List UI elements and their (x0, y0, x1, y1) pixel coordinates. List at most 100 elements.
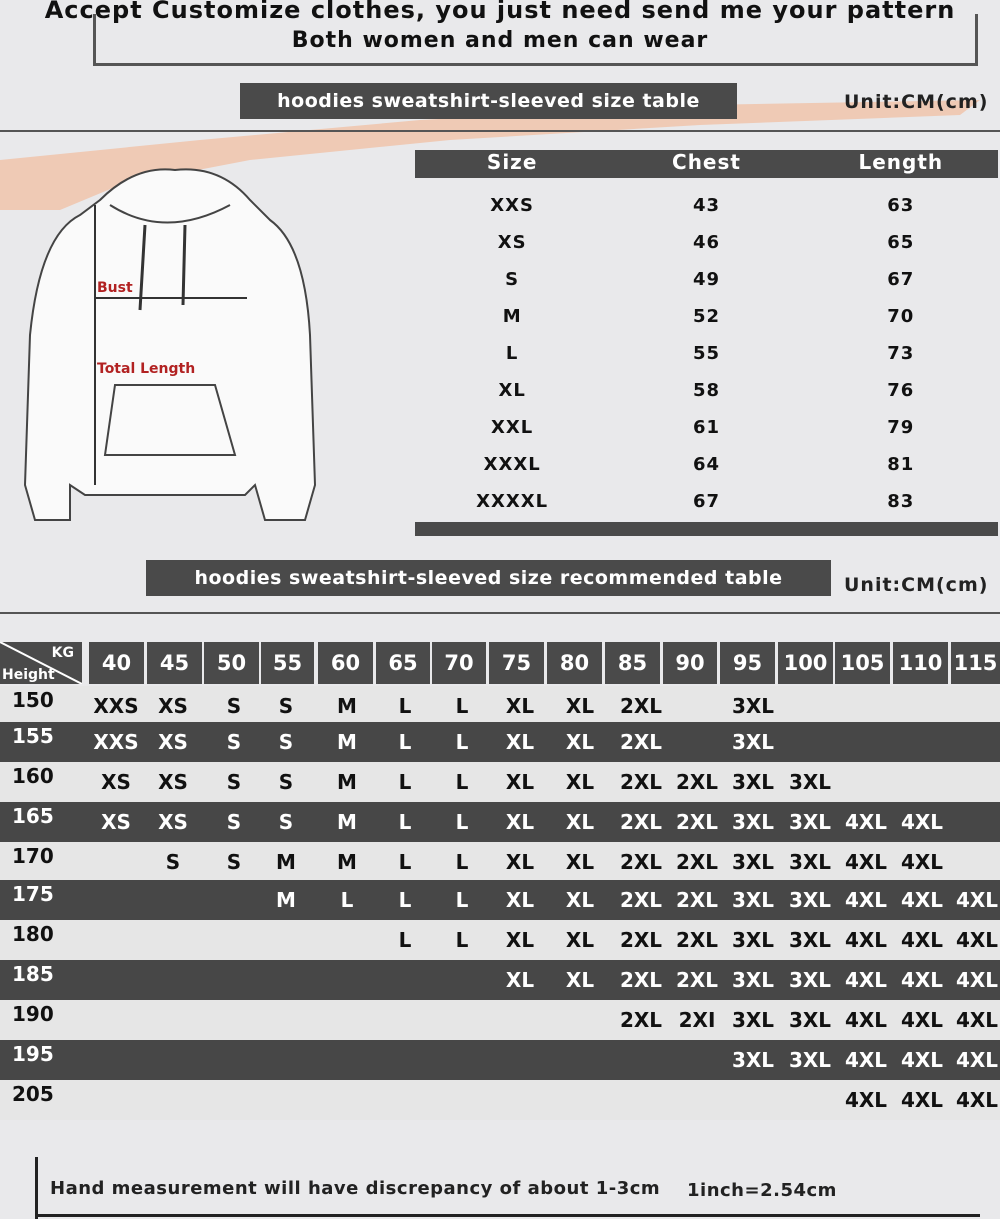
total-length-label: Total Length (97, 361, 196, 377)
size-row: L 55 73 (415, 335, 998, 372)
size-cell: 3XL (788, 1008, 832, 1032)
size-cell: L (455, 850, 469, 874)
size-cell: 2XL (619, 888, 663, 912)
header-size: Size (486, 150, 538, 174)
size-cell: XL (505, 770, 535, 794)
size-cell: L (340, 888, 354, 912)
weight-header: 60 (318, 642, 373, 684)
weight-header: 115 (951, 642, 1000, 684)
size-cell: 4XL (844, 850, 888, 874)
size-cell: 3XL (731, 850, 775, 874)
size-cell: XS (158, 730, 188, 754)
size-cell: XL (565, 968, 595, 992)
cell-chest: 61 (692, 417, 721, 438)
size-cell: 2XL (675, 810, 719, 834)
cell-chest: 64 (692, 454, 721, 475)
cell-size: XL (498, 380, 526, 401)
recommended-row: 180 L L XL XL 2XL 2XL 3XL 3XL 4XL 4XL 4XL (0, 920, 1000, 960)
cell-size: S (505, 269, 520, 290)
size-cell: L (398, 694, 412, 718)
size-cell: L (455, 694, 469, 718)
cell-chest: 46 (692, 232, 721, 253)
recommended-row: 160 XS XS S S M L L XL XL 2XL 2XL 3XL 3XL (0, 762, 1000, 802)
size-cell: XL (505, 928, 535, 952)
height-label: 170 (12, 844, 54, 868)
size-row: XXXL 64 81 (415, 446, 998, 483)
height-label: 160 (12, 764, 54, 788)
size-cell: 4XL (844, 968, 888, 992)
size-row: M 52 70 (415, 298, 998, 335)
weight-header: 80 (547, 642, 602, 684)
size-cell: 2XL (619, 770, 663, 794)
size-cell: 3XL (731, 1008, 775, 1032)
size-cell: 4XL (955, 1088, 999, 1112)
recommended-row: 165 XS XS S S M L L XL XL 2XL 2XL 3XL 3XL 4XL 4XL (0, 802, 1000, 842)
divider (0, 612, 1000, 614)
cell-length: 83 (887, 491, 915, 512)
size-cell: L (455, 730, 469, 754)
recommended-row: 175 M L L L XL XL 2XL 2XL 3XL 3XL 4XL 4XL 4XL (0, 880, 1000, 920)
diagonal-line (0, 642, 82, 684)
cell-length: 63 (887, 195, 915, 216)
size-cell: 3XL (731, 694, 775, 718)
size-cell: S (278, 694, 294, 718)
height-label: 165 (12, 804, 54, 828)
size-row: XXL 61 79 (415, 409, 998, 446)
weight-header: 110 (893, 642, 948, 684)
size-cell: 3XL (788, 1048, 832, 1072)
weight-header: 40 (89, 642, 144, 684)
size-cell: 3XL (788, 928, 832, 952)
size-cell: 4XL (900, 1008, 944, 1032)
size-cell: 4XL (844, 888, 888, 912)
cell-size: M (502, 306, 522, 327)
size-cell: L (455, 888, 469, 912)
divider (0, 130, 1000, 132)
bust-label: Bust (97, 280, 133, 296)
size-cell: S (226, 694, 242, 718)
weight-header: 100 (778, 642, 833, 684)
cell-size: XXS (490, 195, 535, 216)
size-cell: L (398, 850, 412, 874)
cell-length: 67 (887, 269, 915, 290)
cell-length: 79 (887, 417, 915, 438)
size-cell: 2XL (619, 968, 663, 992)
height-label: 205 (12, 1082, 54, 1106)
header-chest: Chest (672, 150, 741, 174)
size-cell: 3XL (731, 1048, 775, 1072)
height-label: 150 (12, 688, 54, 712)
cell-length: 65 (887, 232, 915, 253)
size-cell: XL (565, 850, 595, 874)
size-cell: XL (565, 888, 595, 912)
size-cell: 4XL (900, 1088, 944, 1112)
height-label: 180 (12, 922, 54, 946)
size-cell: XL (505, 810, 535, 834)
size-cell: 3XL (788, 770, 832, 794)
size-cell: XS (158, 810, 188, 834)
size-cell: 2XL (619, 694, 663, 718)
size-cell: 4XL (955, 1008, 999, 1032)
cell-chest: 52 (692, 306, 721, 327)
size-row: XXXXL 67 83 (415, 483, 998, 520)
corner-header: KG Height (0, 642, 82, 684)
size-cell: 3XL (788, 810, 832, 834)
weight-header: 55 (261, 642, 314, 684)
size-cell: L (455, 770, 469, 794)
size-cell: L (455, 928, 469, 952)
weight-header: 95 (720, 642, 775, 684)
weight-header: 75 (489, 642, 544, 684)
size-cell: 3XL (731, 928, 775, 952)
size-cell: XL (505, 694, 535, 718)
size-table-title: hoodies sweatshirt-sleeved size table (240, 83, 737, 119)
hoodie-diagram (23, 168, 317, 521)
size-cell: 3XL (788, 888, 832, 912)
banner-line-2: Both women and men can wear (291, 28, 709, 53)
size-cell: 4XL (900, 928, 944, 952)
size-table: Size Chest Length XXS 43 63 XS 46 65 S 49 67 M 52 7… (415, 150, 998, 536)
size-cell: XL (505, 888, 535, 912)
size-cell: M (276, 888, 296, 912)
size-cell: 3XL (788, 968, 832, 992)
size-cell: XXS (93, 730, 139, 754)
cell-size: XS (497, 232, 527, 253)
weight-header: 105 (835, 642, 890, 684)
recommended-row: 205 4XL 4XL 4XL (0, 1080, 1000, 1120)
